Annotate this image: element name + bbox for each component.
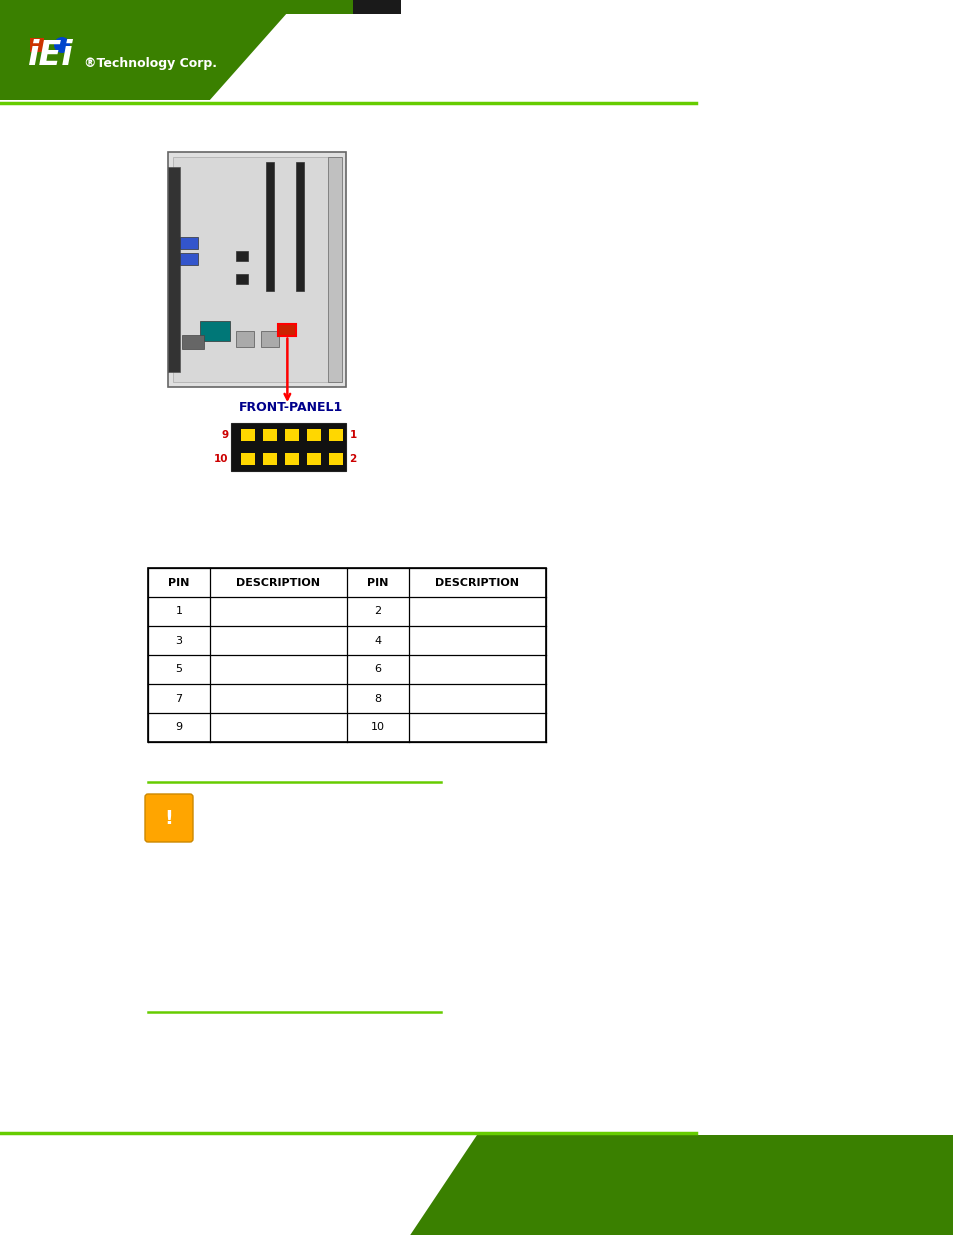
Text: 9: 9 xyxy=(221,430,228,440)
Text: PIN: PIN xyxy=(367,578,388,588)
Text: 8: 8 xyxy=(374,694,381,704)
Bar xyxy=(30,38,44,52)
Bar xyxy=(0,0,353,100)
Bar xyxy=(307,429,321,441)
Bar xyxy=(235,274,248,284)
Bar xyxy=(0,0,419,100)
Circle shape xyxy=(54,37,70,53)
Bar xyxy=(182,335,204,350)
Bar xyxy=(285,453,299,466)
Bar xyxy=(180,253,198,266)
Polygon shape xyxy=(286,14,476,100)
Bar xyxy=(285,429,299,441)
Bar xyxy=(400,0,953,100)
Text: iEi: iEi xyxy=(28,40,73,72)
Text: 7: 7 xyxy=(175,694,182,704)
Bar xyxy=(200,321,230,341)
Text: 2: 2 xyxy=(349,454,356,464)
Bar xyxy=(328,157,341,382)
Text: DESCRIPTION: DESCRIPTION xyxy=(236,578,320,588)
Text: 2: 2 xyxy=(374,606,381,616)
Bar xyxy=(241,429,255,441)
Text: 1: 1 xyxy=(349,430,356,440)
Bar xyxy=(180,237,198,248)
Text: ®Technology Corp.: ®Technology Corp. xyxy=(84,57,216,70)
Bar xyxy=(295,162,304,291)
Bar xyxy=(172,157,340,382)
Bar xyxy=(235,251,248,261)
Text: 5: 5 xyxy=(175,664,182,674)
Bar xyxy=(329,453,343,466)
Text: 6: 6 xyxy=(375,664,381,674)
Text: PIN: PIN xyxy=(168,578,190,588)
Text: 9: 9 xyxy=(175,722,182,732)
Text: !: ! xyxy=(164,809,173,827)
Bar xyxy=(263,453,277,466)
Bar xyxy=(329,429,343,441)
Text: 3: 3 xyxy=(175,636,182,646)
Bar xyxy=(263,429,277,441)
Bar xyxy=(260,331,278,347)
Bar xyxy=(381,1135,953,1235)
Bar xyxy=(266,162,274,291)
Text: 10: 10 xyxy=(213,454,228,464)
Text: 10: 10 xyxy=(371,722,385,732)
Bar xyxy=(168,152,346,387)
Polygon shape xyxy=(267,1135,476,1235)
Text: 1: 1 xyxy=(175,606,182,616)
Bar xyxy=(168,167,180,372)
Bar xyxy=(232,424,346,471)
Bar xyxy=(241,453,255,466)
Bar xyxy=(0,1135,400,1235)
Text: DESCRIPTION: DESCRIPTION xyxy=(435,578,519,588)
Bar xyxy=(0,0,953,14)
Bar xyxy=(278,324,296,336)
Polygon shape xyxy=(210,14,434,100)
Bar xyxy=(307,453,321,466)
Text: 4: 4 xyxy=(374,636,381,646)
Polygon shape xyxy=(200,1135,362,1235)
Text: FRONT-PANEL1: FRONT-PANEL1 xyxy=(239,401,343,414)
Bar xyxy=(235,331,253,347)
Bar xyxy=(148,568,545,742)
FancyBboxPatch shape xyxy=(145,794,193,842)
